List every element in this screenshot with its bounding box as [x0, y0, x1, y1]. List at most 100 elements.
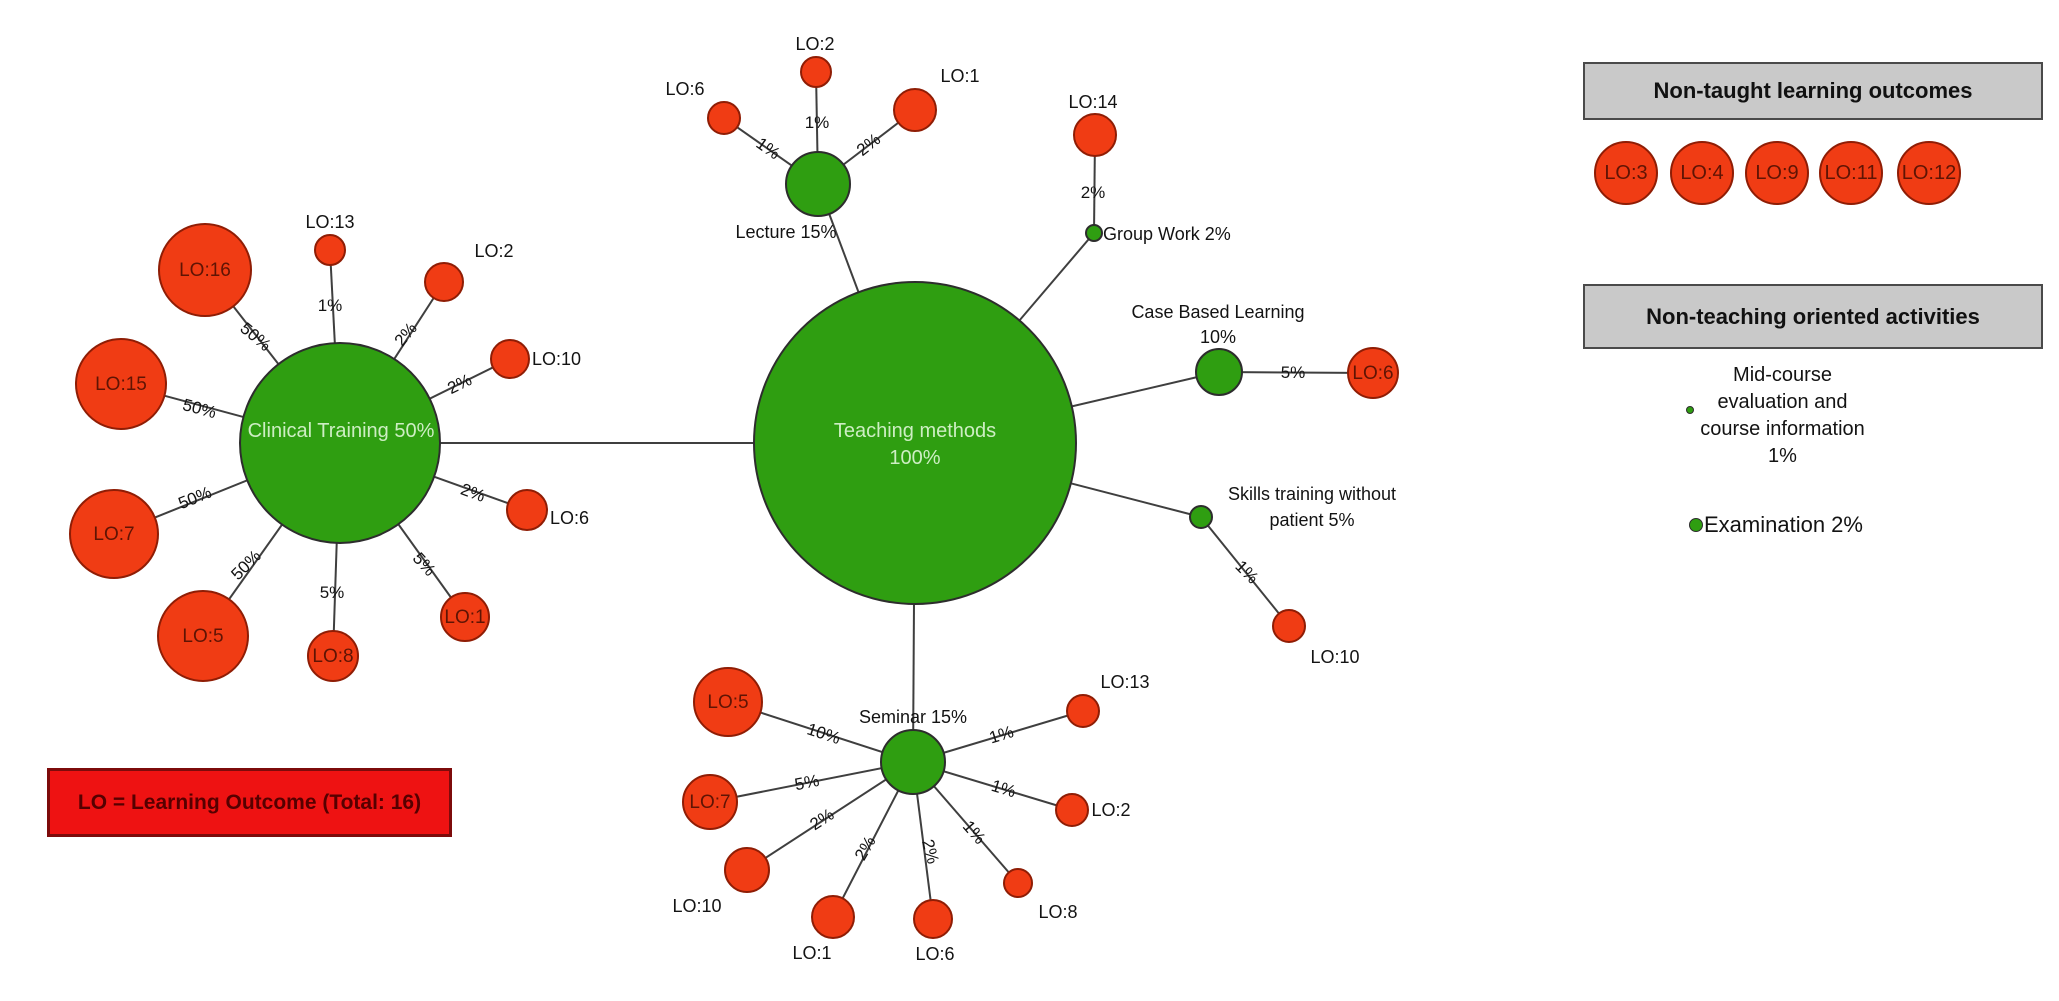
node-se7 [682, 774, 738, 830]
node-casebased [1195, 348, 1243, 396]
edge-label-clinical-c6: 2% [458, 480, 488, 506]
node-label-c16: LO:16 [179, 260, 231, 281]
node-label-l6: LO:6 [665, 79, 704, 99]
non-taught-circle: LO:4 [1670, 141, 1734, 205]
non-taught-circle: LO:11 [1819, 141, 1883, 205]
edge-label-seminar-se1: 2% [851, 833, 880, 864]
node-l2 [800, 56, 832, 88]
node-se2 [1055, 793, 1089, 827]
node-label-se13: LO:13 [1100, 672, 1149, 692]
edge-label-clinical-c16: 50% [236, 319, 274, 355]
edge-label-seminar-se6: 2% [918, 837, 943, 866]
node-g14 [1073, 113, 1117, 157]
node-label-groupwork: Group Work 2% [1103, 224, 1231, 244]
node-label-skills: Skills training without [1228, 484, 1396, 504]
edge-label-seminar-se2: 1% [989, 776, 1018, 801]
node-l1 [893, 88, 937, 132]
edge-label-seminar-se5: 10% [805, 719, 843, 748]
node-label-se8: LO:8 [1038, 902, 1077, 922]
node-label-l1: LO:1 [940, 66, 979, 86]
node-label-se7: LO:7 [689, 792, 730, 813]
node-label-se5: LO:5 [707, 692, 748, 713]
node-label-c1: LO:1 [444, 607, 485, 628]
legend-text: LO = Learning Outcome (Total: 16) [77, 790, 422, 814]
node-label-c2: LO:2 [474, 241, 513, 261]
mid-course-line: 1% [1768, 445, 1797, 467]
node-clinical [239, 342, 441, 544]
examination-item: Examination 2% [1689, 512, 1863, 538]
non-taught-circle: LO:12 [1897, 141, 1961, 205]
edge-label-lecture-l1: 2% [853, 130, 884, 160]
node-seminar [880, 729, 946, 795]
node-c10 [490, 339, 530, 379]
node-se5 [693, 667, 763, 737]
node-label-l2: LO:2 [795, 34, 834, 54]
edge-label-seminar-se10: 2% [807, 805, 838, 834]
edge-label-clinical-c13: 1% [318, 296, 343, 315]
node-groupwork [1085, 224, 1103, 242]
node-c5 [157, 590, 249, 682]
node-c6 [506, 489, 548, 531]
node-label-clinical: Clinical Training 50% [248, 420, 435, 442]
edge-label-clinical-c15: 50% [181, 395, 219, 422]
node-label-teaching: Teaching methods [834, 420, 996, 442]
node-label-se6: LO:6 [915, 944, 954, 964]
edge-label-clinical-c7: 50% [176, 483, 215, 513]
mid-course-line: evaluation and [1717, 391, 1848, 413]
node-se6 [913, 899, 953, 939]
node-c8 [307, 630, 359, 682]
mid-course-line: Mid-course [1733, 364, 1832, 386]
node-se10 [724, 847, 770, 893]
labels-layer: 50%1%2%50%2%50% 2%50%5%5%1%1%2%2%5%1%10%5… [93, 34, 1396, 964]
node-label-c8: LO:8 [312, 646, 353, 667]
node-teaching [753, 281, 1077, 605]
edge-label-groupwork-g14: 2% [1081, 183, 1106, 202]
node-c2 [424, 262, 464, 302]
node-label-s10: LO:10 [1310, 647, 1359, 667]
node-c7 [69, 489, 159, 579]
node-label-casebased: Case Based Learning [1131, 302, 1304, 322]
edge-label-seminar-se7: 5% [793, 771, 821, 794]
edge-label-seminar-se13: 1% [987, 722, 1016, 747]
edge-skills-s10 [1200, 516, 1290, 627]
edge-label-lecture-l6: 1% [753, 134, 784, 164]
node-se1 [811, 895, 855, 939]
node-c16 [158, 223, 252, 317]
node-label-c5: LO:5 [182, 626, 223, 647]
mid-course-line: course information [1700, 418, 1865, 440]
node-lecture [785, 151, 851, 217]
node-label-skills: patient 5% [1269, 510, 1354, 530]
node-l6 [707, 101, 741, 135]
node-label-c6: LO:6 [550, 508, 589, 528]
node-label-se10: LO:10 [672, 896, 721, 916]
nodes-layer [69, 56, 1399, 939]
legend-box: LO = Learning Outcome (Total: 16) [47, 768, 452, 837]
node-label-casebased: 10% [1200, 327, 1236, 347]
node-label-teaching: 100% [889, 447, 940, 469]
node-c13 [314, 234, 346, 266]
edge-seminar-se7 [709, 761, 914, 803]
non-teaching-activities-title-box: Non-teaching oriented activities [1583, 284, 2043, 349]
edge-seminar-se10 [746, 761, 914, 871]
node-label-c15: LO:15 [95, 374, 147, 395]
node-label-lecture: Lecture 15% [735, 222, 836, 242]
node-label-c10: LO:10 [532, 349, 581, 369]
edge-label-clinical-c10: 2% [444, 370, 474, 398]
mid-course-item: Mid-course evaluation and course informati… [1650, 362, 1915, 470]
non-taught-circle: LO:3 [1594, 141, 1658, 205]
node-label-cb6: LO:6 [1352, 363, 1393, 384]
node-label-g14: LO:14 [1068, 92, 1117, 112]
node-se8 [1003, 868, 1033, 898]
node-s10 [1272, 609, 1306, 643]
green-dot-icon [1689, 518, 1703, 532]
non-taught-outcomes-title-box: Non-taught learning outcomes [1583, 62, 2043, 120]
edge-label-casebased-cb6: 5% [1281, 363, 1306, 382]
node-label-se1: LO:1 [792, 943, 831, 963]
node-label-se2: LO:2 [1091, 800, 1130, 820]
non-taught-circle: LO:9 [1745, 141, 1809, 205]
examination-label: Examination 2% [1704, 512, 1863, 537]
mid-course-label: Mid-course evaluation and course informati… [1650, 362, 1915, 470]
node-skills [1189, 505, 1213, 529]
